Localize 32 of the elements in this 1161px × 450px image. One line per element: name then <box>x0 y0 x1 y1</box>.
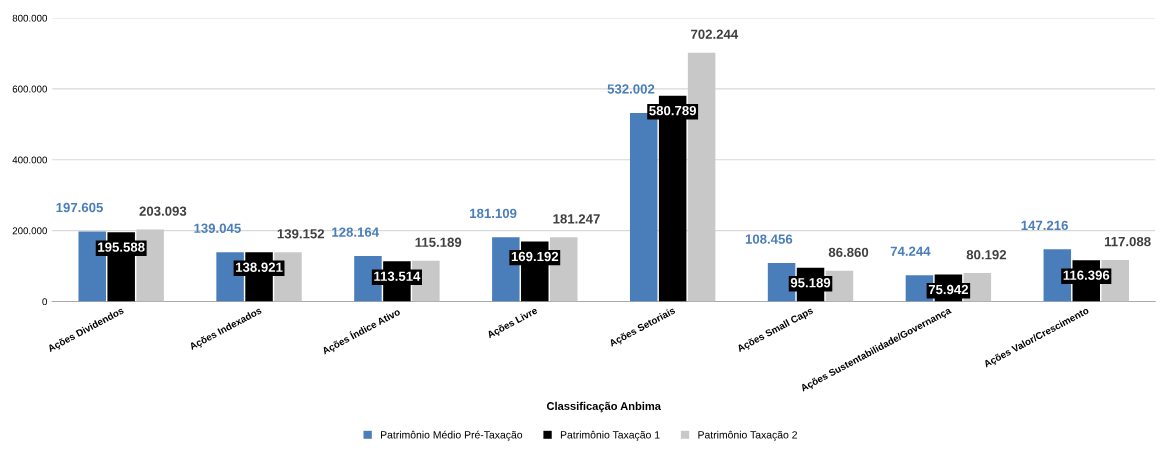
data-label: 169.192 <box>511 251 559 262</box>
data-label: 195.588 <box>98 242 145 252</box>
data-label: 74.244 <box>890 246 931 256</box>
legend-label: Patrimônio Taxação 2 <box>698 430 797 441</box>
y-tick-label: 800.000 <box>12 14 48 22</box>
data-label: 117.088 <box>1104 236 1151 247</box>
data-label: 138.921 <box>236 262 283 272</box>
data-label: 197.605 <box>56 202 103 213</box>
data-label: 580.789 <box>649 105 697 116</box>
data-label: 702.244 <box>691 29 739 39</box>
y-tick-label: 600.000 <box>12 85 48 93</box>
data-label: 115.189 <box>415 237 462 247</box>
data-label: 139.045 <box>194 223 241 233</box>
data-label: 139.152 <box>277 229 325 239</box>
data-label: 113.514 <box>374 271 421 281</box>
data-label: 181.109 <box>470 208 517 219</box>
data-label: 203.093 <box>139 206 187 216</box>
data-label: 86.860 <box>828 247 869 257</box>
data-label: 147.216 <box>1021 220 1068 231</box>
legend-label: Patrimônio Médio Pré-Taxação <box>381 430 523 441</box>
data-label: 181.247 <box>553 214 600 224</box>
legend-label: Patrimônio Taxação 1 <box>560 430 660 441</box>
x-axis-title: Classificação Anbima <box>546 401 662 413</box>
y-tick-label: 400.000 <box>12 156 48 164</box>
y-tick-label: 0 <box>42 298 47 306</box>
data-label: 116.396 <box>1063 270 1110 280</box>
y-tick-label: 200.000 <box>12 227 48 235</box>
data-label: 108.456 <box>745 234 793 244</box>
data-label: 95.189 <box>790 278 831 288</box>
data-label: 80.192 <box>966 250 1007 260</box>
data-label: 532.002 <box>607 84 655 94</box>
data-label: 128.164 <box>332 227 380 237</box>
